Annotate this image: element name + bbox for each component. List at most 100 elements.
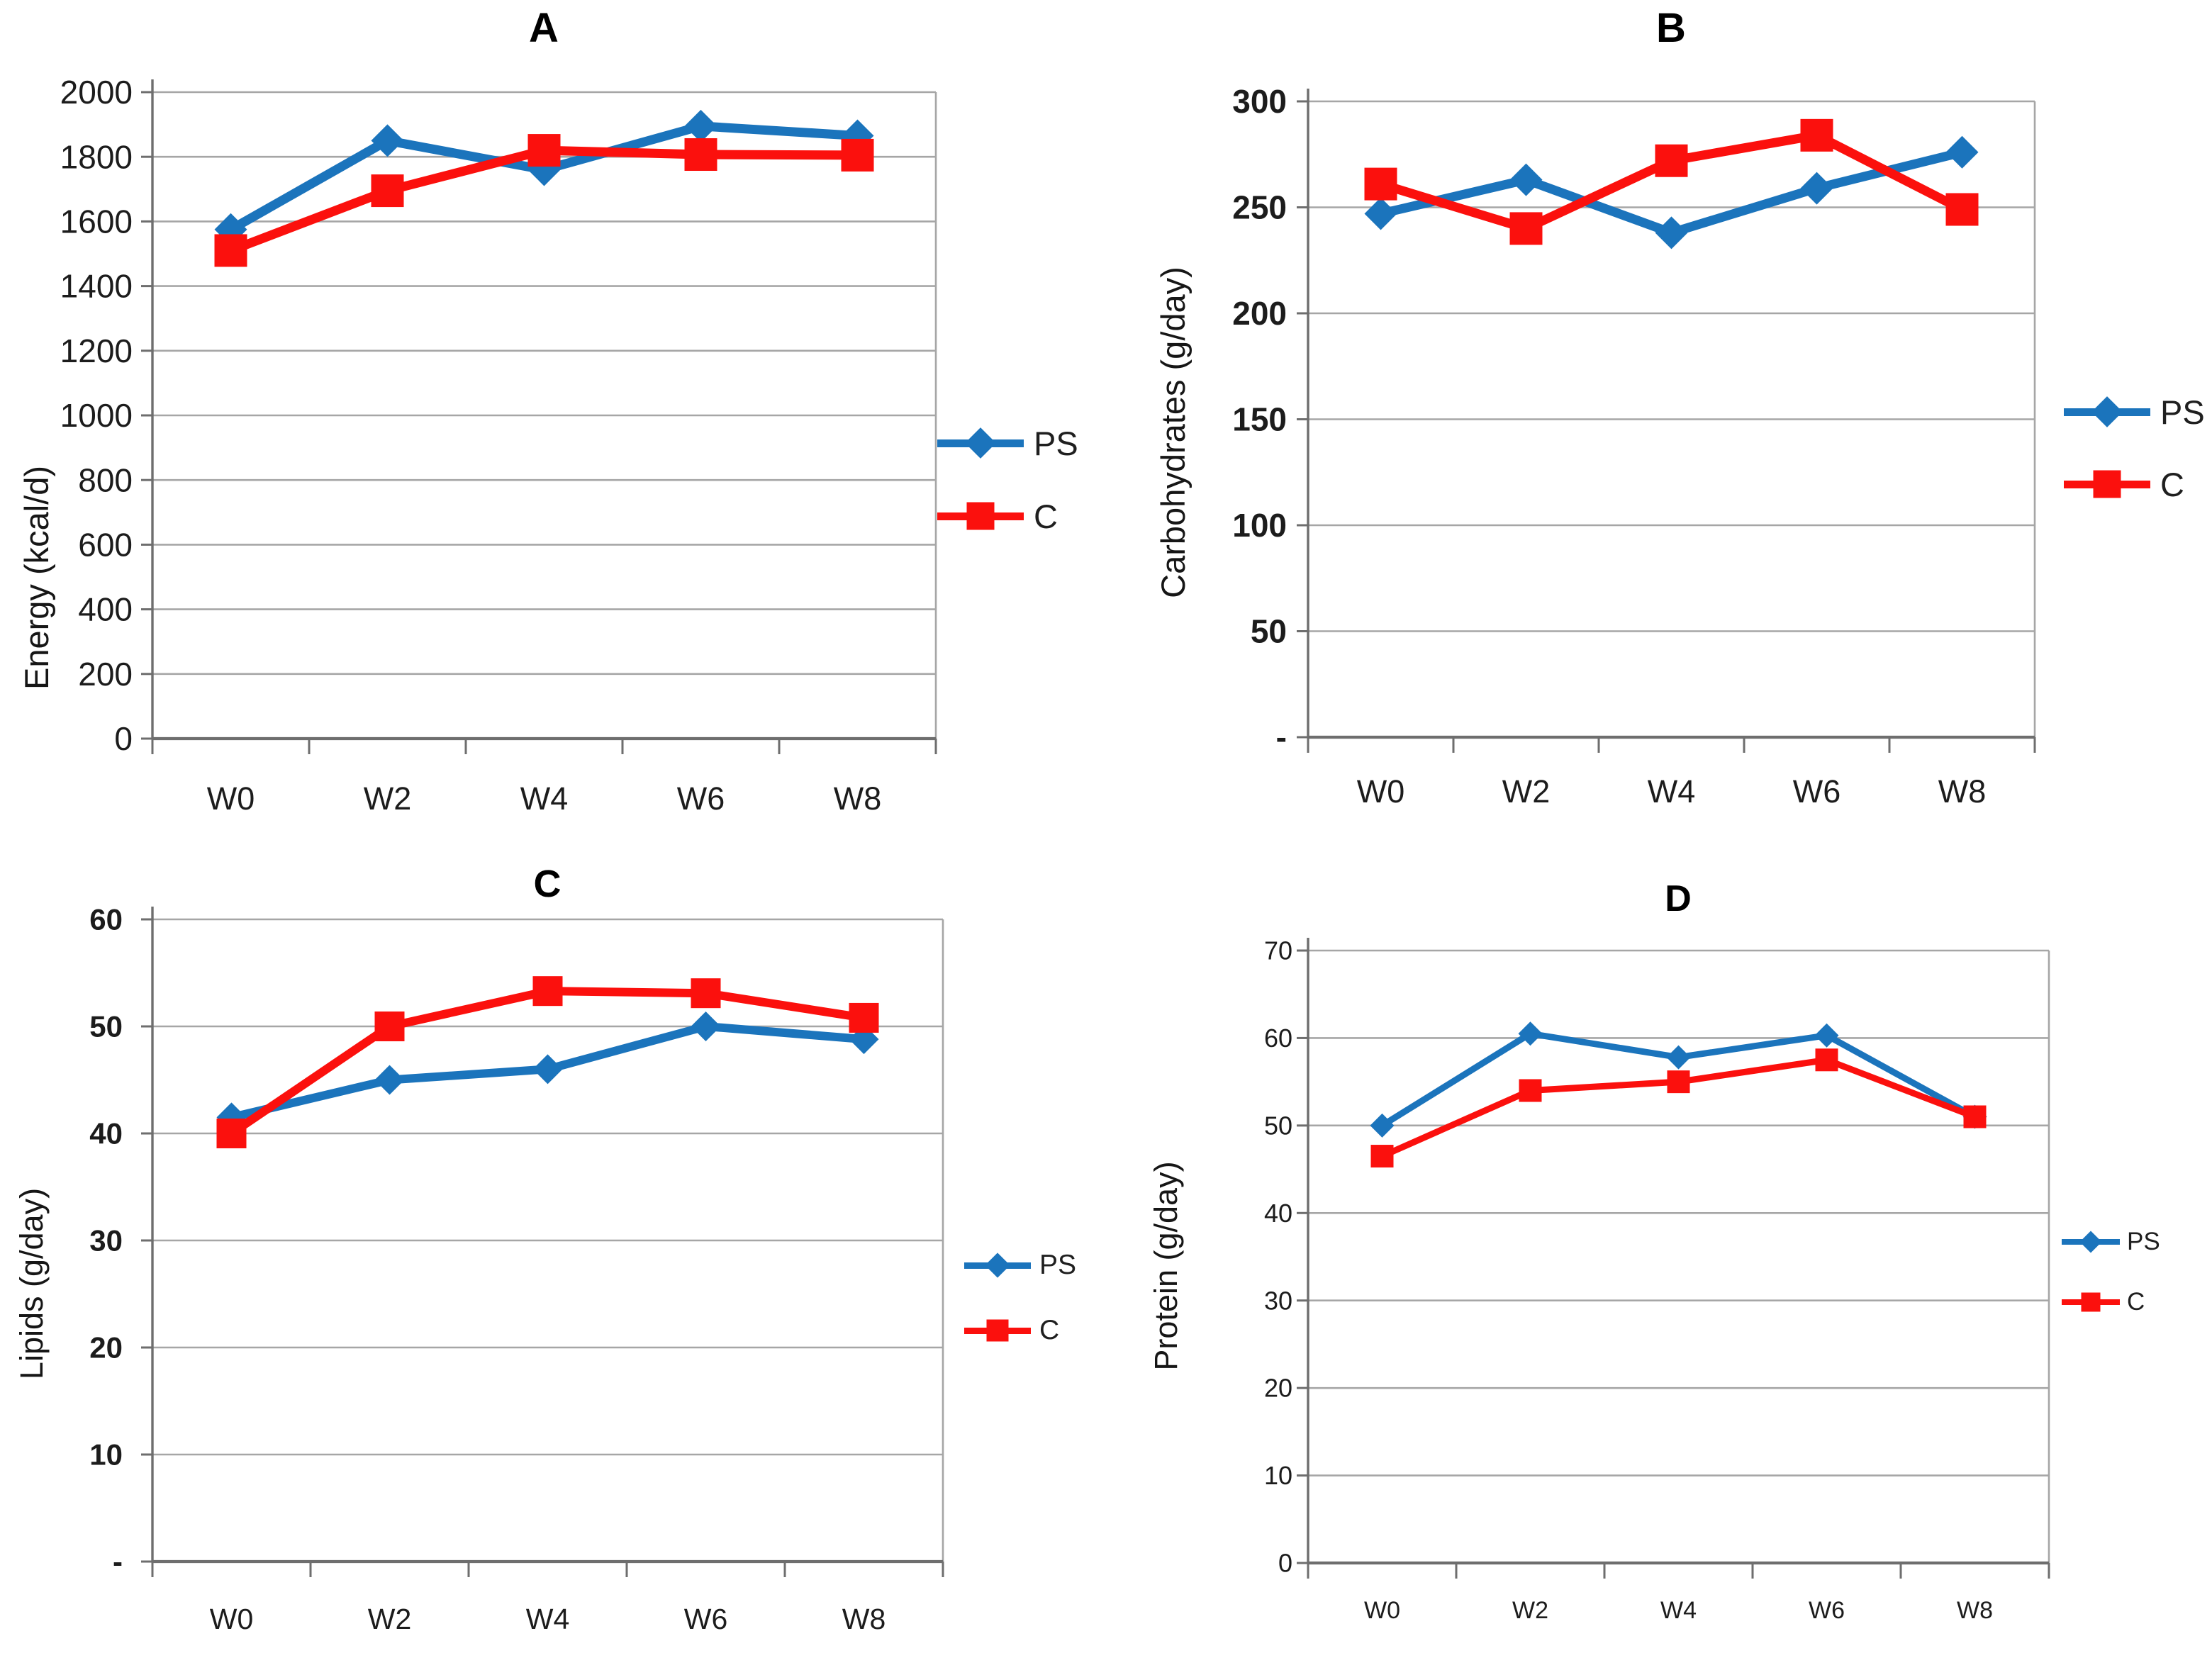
diamond-marker-icon (1518, 1021, 1543, 1046)
legend-item-c: C (2062, 1284, 2145, 1320)
diamond-marker-icon (1945, 135, 1979, 169)
x-category-label: W2 (1512, 1597, 1548, 1624)
square-marker-icon (841, 138, 874, 172)
square-marker-icon (214, 234, 247, 267)
x-category-label: W0 (210, 1603, 254, 1635)
square-marker-icon (1364, 167, 1397, 201)
y-tick-label: 2000 (60, 74, 133, 111)
y-tick-label: 10 (89, 1438, 123, 1472)
legend-label-c: C (2160, 465, 2184, 503)
x-category-label: W0 (207, 780, 255, 817)
y-tick-label: 250 (1232, 189, 1287, 226)
y-tick-label: - (113, 1545, 123, 1579)
square-marker-icon (1509, 212, 1543, 245)
diamond-marker-icon (532, 1054, 563, 1085)
square-marker-icon (849, 1002, 879, 1033)
ps-line-swatch (2062, 1231, 2120, 1253)
y-tick-label: 200 (78, 656, 133, 693)
y-tick-label: 20 (89, 1331, 123, 1365)
y-tick-label: 0 (114, 720, 133, 757)
x-category-label: W2 (1502, 773, 1551, 809)
panel-lipids-title: C (533, 863, 562, 905)
diamond-marker-icon (1364, 197, 1397, 230)
x-category-label: W4 (1660, 1597, 1697, 1624)
y-tick-label: 1400 (60, 268, 133, 305)
y-tick-label: 1200 (60, 332, 133, 369)
square-marker-icon (216, 1119, 247, 1148)
legend-label-c: C (1039, 1315, 1060, 1345)
legend-label-c: C (1034, 497, 1058, 535)
carbohydrates-chart-canvas: - 50 100 150 200 250 300 W0 W2 W4 W6 W8 (1232, 83, 2036, 809)
y-tick-label: 50 (89, 1010, 123, 1043)
y-tick-label: 800 (78, 461, 133, 498)
y-tick-label: 60 (89, 903, 123, 936)
x-category-label: W4 (520, 780, 569, 817)
y-tick-label: 40 (89, 1117, 123, 1150)
y-tick-label: 600 (78, 527, 133, 564)
y-tick-label: 10 (1264, 1461, 1292, 1490)
y-tick-label: 0 (1278, 1549, 1292, 1578)
y-tick-label: 200 (1232, 295, 1287, 332)
square-marker-icon (2081, 1292, 2101, 1312)
square-marker-icon (966, 502, 995, 530)
c-line-swatch (964, 1319, 1031, 1342)
panel-carbohydrates-title: B (1656, 5, 1686, 51)
x-category-label: W8 (842, 1603, 886, 1635)
diamond-marker-icon (1800, 172, 1833, 205)
diamond-marker-icon (691, 1012, 721, 1041)
y-tick-label: 20 (1264, 1374, 1292, 1403)
panel-lipids: - 10 20 30 40 50 60 W0 W2 W4 W6 W8 C Lipids (g/day)… (0, 826, 1106, 1653)
legend-label-ps: PS (2160, 393, 2205, 431)
y-tick-label: 1600 (60, 203, 133, 240)
square-marker-icon (1800, 118, 1833, 152)
square-marker-icon (986, 1319, 1009, 1342)
diamond-marker-icon (985, 1253, 1010, 1278)
legend-item-ps: PS (2064, 393, 2205, 431)
diamond-marker-icon (965, 427, 996, 459)
y-tick-label: 30 (1264, 1286, 1292, 1315)
legend-label-ps: PS (1034, 424, 1078, 462)
y-tick-label: 400 (78, 591, 133, 628)
x-category-label: W6 (1809, 1597, 1845, 1624)
c-line-swatch (2064, 470, 2150, 498)
protein-chart-canvas: 0 10 20 30 40 50 60 70 W0 W2 W4 W6 W8 (1264, 936, 2050, 1624)
diamond-marker-icon (1370, 1113, 1395, 1138)
ps-line-swatch (2064, 396, 2150, 427)
y-tick-label: 60 (1264, 1024, 1292, 1053)
x-category-label: W4 (1648, 773, 1696, 809)
energy-chart-canvas: 0 200 400 600 800 1000 1200 1400 1600 1800 2000 W0 W… (60, 74, 937, 817)
y-tick-label: 50 (1264, 1111, 1292, 1140)
y-tick-label: 1000 (60, 397, 133, 434)
panel-protein-title: D (1665, 878, 1692, 919)
y-tick-label: 50 (1251, 613, 1287, 650)
legend-item-ps: PS (937, 424, 1078, 462)
x-category-label: W6 (684, 1603, 728, 1635)
y-tick-label: - (1276, 719, 1287, 756)
square-marker-icon (371, 174, 404, 208)
square-marker-icon (1655, 144, 1688, 177)
square-marker-icon (1815, 1048, 1838, 1072)
panel-protein: 0 10 20 30 40 50 60 70 W0 W2 W4 W6 W8 D Protein (g/d… (1106, 826, 2212, 1653)
panel-energy-title: A (529, 5, 559, 51)
legend-item-c: C (964, 1313, 1059, 1348)
x-category-label: W6 (677, 780, 725, 817)
square-marker-icon (1519, 1079, 1542, 1102)
square-marker-icon (532, 976, 563, 1007)
panel-energy: 0 200 400 600 800 1000 1200 1400 1600 1800 2000 W0 W… (0, 0, 1106, 826)
y-tick-label: 300 (1232, 83, 1287, 120)
square-marker-icon (691, 978, 721, 1009)
square-marker-icon (1963, 1105, 1987, 1128)
carbohydrates-y-axis-label: Carbohydrates (g/day) (1154, 267, 1192, 598)
diamond-marker-icon (371, 124, 404, 157)
c-line-swatch (937, 502, 1024, 530)
x-category-label: W8 (1957, 1597, 1993, 1624)
y-tick-label: 40 (1264, 1199, 1292, 1228)
legend-label-ps: PS (1039, 1250, 1077, 1280)
lipids-chart-canvas: - 10 20 30 40 50 60 W0 W2 W4 W6 W8 (89, 903, 944, 1635)
y-tick-label: 70 (1264, 936, 1292, 965)
square-marker-icon (374, 1012, 405, 1041)
legend-label-c: C (2127, 1288, 2145, 1316)
diamond-marker-icon (1814, 1023, 1839, 1048)
diamond-marker-icon (1666, 1045, 1691, 1070)
legend-item-ps: PS (2062, 1224, 2160, 1260)
